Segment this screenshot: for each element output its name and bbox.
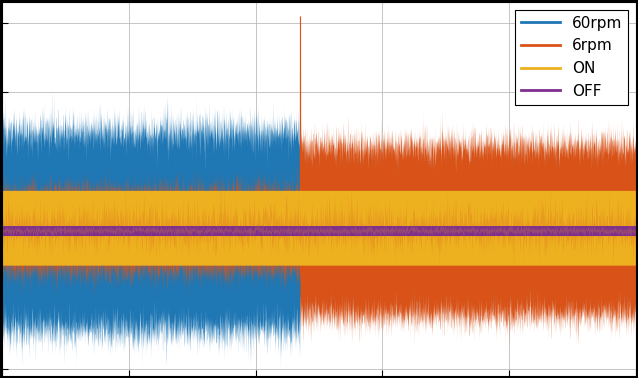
Legend: 60rpm, 6rpm, ON, OFF: 60rpm, 6rpm, ON, OFF bbox=[516, 10, 628, 105]
